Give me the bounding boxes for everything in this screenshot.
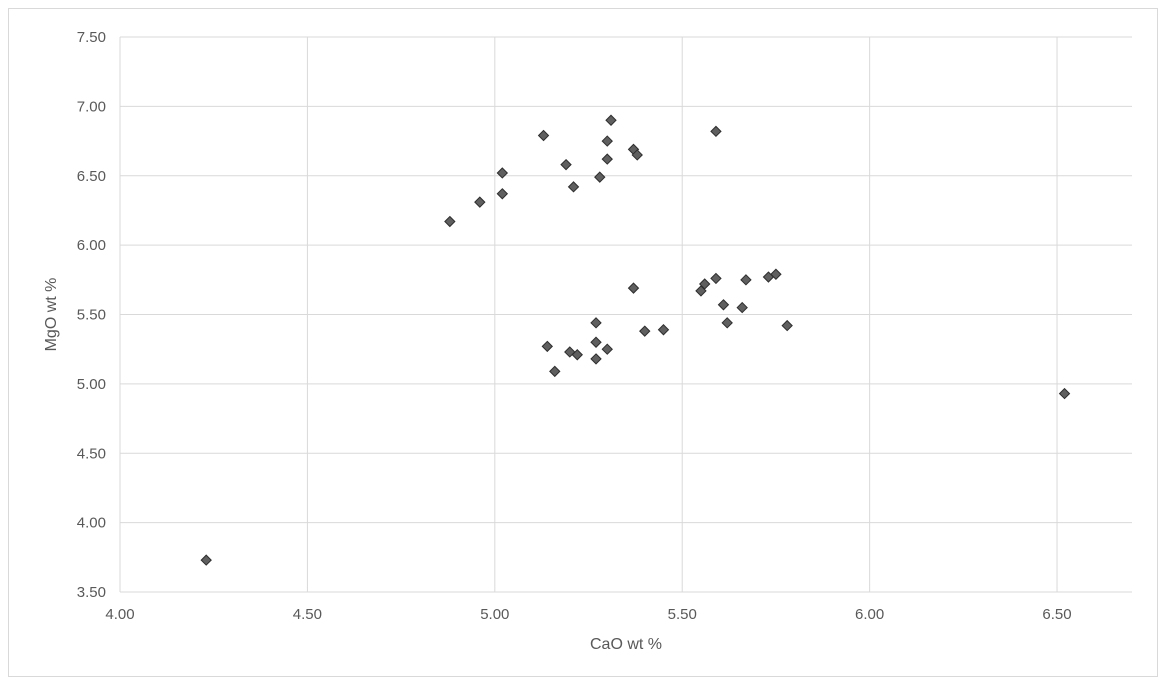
- data-point: [717, 299, 730, 311]
- horizontal-gridlines: [120, 36, 1132, 593]
- data-point: [571, 349, 583, 361]
- data-point: [721, 317, 733, 329]
- data-point: [549, 365, 561, 378]
- x-axis-tick-labels: 4.00 4.50 5.00 5.50 6.00 6.50: [105, 606, 1071, 623]
- data-points: [200, 114, 1071, 566]
- chart-frame: [8, 8, 1158, 677]
- data-point: [474, 196, 486, 208]
- data-point: [639, 325, 651, 337]
- y-tick-label: 7.50: [77, 29, 106, 46]
- data-point: [594, 171, 606, 183]
- data-point: [541, 340, 553, 353]
- data-point: [657, 324, 670, 336]
- y-tick-label: 7.00: [77, 98, 106, 115]
- data-point: [444, 215, 456, 228]
- x-tick-label: 4.00: [105, 606, 134, 623]
- data-point: [1058, 387, 1071, 400]
- y-axis-tick-labels: 3.50 4.00 4.50 5.00 5.50 6.00 6.50 7.00 7.50: [77, 29, 106, 601]
- data-point: [627, 282, 640, 294]
- y-tick-label: 6.00: [77, 237, 106, 254]
- x-tick-label: 5.50: [668, 606, 697, 623]
- data-point: [710, 272, 722, 285]
- y-tick-label: 4.50: [77, 445, 106, 462]
- data-point: [590, 317, 602, 329]
- x-tick-label: 6.00: [855, 606, 884, 623]
- x-tick-label: 5.00: [480, 606, 509, 623]
- data-point: [200, 554, 212, 566]
- y-tick-label: 3.50: [77, 584, 106, 601]
- data-point: [699, 278, 711, 290]
- y-tick-label: 6.50: [77, 168, 106, 185]
- data-point: [601, 153, 613, 165]
- data-point: [560, 158, 572, 171]
- data-point: [567, 181, 580, 193]
- data-point: [590, 353, 602, 365]
- data-point: [770, 268, 782, 280]
- data-point: [496, 167, 509, 179]
- x-tick-label: 6.50: [1042, 606, 1071, 623]
- data-point: [710, 125, 722, 138]
- data-point: [496, 188, 509, 200]
- data-point: [631, 149, 643, 161]
- y-axis-title: MgO wt %: [43, 278, 60, 352]
- data-point: [781, 319, 793, 332]
- data-point: [740, 274, 752, 286]
- x-tick-label: 4.50: [293, 606, 322, 623]
- y-tick-label: 5.00: [77, 376, 106, 393]
- x-axis-title: CaO wt %: [590, 636, 662, 653]
- data-point: [601, 343, 613, 355]
- y-tick-label: 4.00: [77, 515, 106, 532]
- data-point: [537, 129, 550, 142]
- y-tick-label: 5.50: [77, 307, 106, 324]
- data-point: [605, 114, 617, 126]
- data-point: [601, 135, 613, 147]
- data-point: [590, 336, 602, 348]
- data-point: [736, 301, 748, 314]
